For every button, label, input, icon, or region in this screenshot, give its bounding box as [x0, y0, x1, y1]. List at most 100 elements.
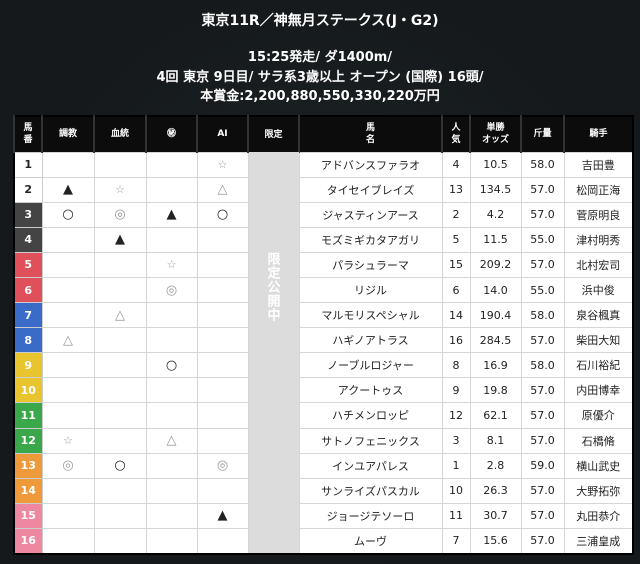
horse-number: 5	[13, 251, 43, 278]
table-row[interactable]: 12 ☆ △ サトノフェニックス 3 8.1 57.0 石橋脩	[13, 427, 634, 454]
empty-mark-bloodline	[93, 477, 147, 504]
empty-mark-secret	[145, 377, 198, 404]
empty-mark-training	[41, 151, 95, 178]
win-odds: 8.1	[469, 427, 522, 454]
empty-mark-bloodline	[93, 251, 147, 278]
empty-mark-secret	[145, 302, 198, 329]
table-row[interactable]: 15 ▲ ジョージテソーロ 11 30.7 57.0 丸田恭介	[13, 502, 634, 529]
empty-mark-bloodline	[93, 427, 147, 454]
popularity: 14	[441, 302, 471, 329]
table-row[interactable]: 11 ハチメンロッピ 12 62.1 57.0 原優介	[13, 402, 634, 429]
horse-number: 7	[13, 302, 43, 329]
empty-mark-ai	[196, 402, 249, 429]
jockey-name: 内田博幸	[563, 377, 634, 404]
popularity: 1	[441, 452, 471, 479]
table-row[interactable]: 5 ☆ パラシュラーマ 15 209.2 57.0 北村宏司	[13, 251, 634, 278]
triangle-icon-secret: △	[145, 427, 198, 454]
win-odds: 30.7	[469, 502, 522, 529]
empty-mark-ai	[196, 226, 249, 253]
table-row[interactable]: 10 アクートゥス 9 19.8 57.0 内田博幸	[13, 377, 634, 404]
popularity: 13	[441, 176, 471, 203]
table-row[interactable]: 4 ▲ モズミギカタアガリ 5 11.5 55.0 津村明秀	[13, 226, 634, 253]
race-prize: 本賞金:2,200,880,550,330,220万円	[200, 89, 440, 104]
win-odds: 14.0	[469, 276, 522, 304]
header-training: 調教	[41, 116, 94, 152]
win-odds: 10.5	[469, 151, 522, 178]
carried-weight: 58.0	[520, 352, 565, 379]
table-row[interactable]: 6 ◎ リジル 6 14.0 55.0 浜中俊	[13, 276, 634, 304]
empty-mark-ai	[196, 302, 249, 329]
horse-number: 6	[13, 276, 43, 304]
race-title: 東京11R／神無月ステークス(J・G2)	[201, 13, 439, 29]
double-circle-icon-bloodline: ◎	[93, 201, 147, 228]
entry-table: 馬 番調教 血統㊙ AI 限定馬 名人 気単勝 オッズ 斤量 騎手 1 ☆ 限定公開中 アドバン…	[13, 115, 634, 555]
empty-mark-training	[41, 502, 95, 529]
horse-name: ムーヴ	[298, 527, 443, 555]
win-odds: 4.2	[469, 201, 522, 228]
jockey-name: 北村宏司	[563, 251, 634, 278]
horse-name: インユアパレス	[298, 452, 443, 479]
jockey-name: 柴田大知	[563, 327, 634, 354]
jockey-name: 原優介	[563, 402, 634, 429]
horse-number: 3	[13, 201, 43, 228]
carried-weight: 59.0	[520, 452, 565, 479]
table-row[interactable]: 8 △ ハギノアトラス 16 284.5 57.0 柴田大知	[13, 327, 634, 354]
jockey-name: 横山武史	[563, 452, 634, 479]
empty-mark-bloodline	[93, 377, 147, 404]
empty-mark-secret	[145, 226, 198, 253]
table-row[interactable]: 13 ◎ ○ ◎ インユアパレス 1 2.8 59.0 横山武史	[13, 452, 634, 479]
carried-weight: 57.0	[520, 176, 565, 203]
win-odds: 2.8	[469, 452, 522, 479]
empty-mark-training	[41, 477, 95, 504]
triangle-icon-ai: △	[196, 176, 249, 203]
horse-number: 2	[13, 176, 43, 203]
star-icon-secret: ☆	[145, 251, 198, 278]
win-odds: 209.2	[469, 251, 522, 278]
empty-mark-training	[41, 377, 95, 404]
table-row[interactable]: 16 ムーヴ 7 15.6 57.0 三浦皇成	[13, 527, 634, 555]
empty-mark-bloodline	[93, 352, 147, 379]
jockey-name: 丸田恭介	[563, 502, 634, 529]
jockey-name: 石川裕紀	[563, 352, 634, 379]
carried-weight: 57.0	[520, 251, 565, 278]
horse-name: アドバンスファラオ	[298, 151, 443, 178]
win-odds: 190.4	[469, 302, 522, 329]
jockey-name: 浜中俊	[563, 276, 634, 304]
circle-icon-ai: ○	[196, 201, 249, 228]
carried-weight: 57.0	[520, 502, 565, 529]
win-odds: 284.5	[469, 327, 522, 354]
carried-weight: 57.0	[520, 527, 565, 555]
popularity: 15	[441, 251, 471, 278]
popularity: 2	[441, 201, 471, 228]
win-odds: 26.3	[469, 477, 522, 504]
header-secret: ㊙	[145, 116, 197, 152]
jockey-name: 菅原明良	[563, 201, 634, 228]
empty-mark-training	[41, 527, 95, 555]
empty-mark-secret	[145, 527, 198, 555]
table-row[interactable]: 7 △ マルモリスペシャル 14 190.4 58.0 泉谷楓真	[13, 302, 634, 329]
empty-mark-training	[41, 226, 95, 253]
popularity: 8	[441, 352, 471, 379]
limited-column[interactable]: 限定公開中	[247, 152, 300, 554]
win-odds: 19.8	[469, 377, 522, 404]
horse-name: サンライズパスカル	[298, 477, 443, 504]
double-circle-icon-training: ◎	[41, 452, 95, 479]
race-time-distance: 15:25発走/ ダ1400m/	[247, 50, 393, 65]
table-row[interactable]: 9 ○ ノーブルロジャー 8 16.9 58.0 石川裕紀	[13, 352, 634, 379]
horse-number: 16	[13, 527, 43, 555]
table-row[interactable]: 3 ○ ◎ ▲ ○ ジャスティンアース 2 4.2 57.0 菅原明良	[13, 201, 634, 228]
circle-icon-secret: ○	[145, 352, 198, 379]
empty-mark-bloodline	[93, 402, 147, 429]
carried-weight: 58.0	[520, 302, 565, 329]
filled-triangle-icon-ai: ▲	[196, 502, 249, 529]
table-row[interactable]: 14 サンライズパスカル 10 26.3 57.0 大野拓弥	[13, 477, 634, 504]
empty-mark-secret	[145, 151, 198, 178]
jockey-name: 泉谷楓真	[563, 302, 634, 329]
circle-icon-bloodline: ○	[93, 452, 147, 479]
header-odds: 単勝 オッズ	[469, 116, 521, 152]
empty-mark-bloodline	[93, 276, 147, 304]
empty-mark-training	[41, 402, 95, 429]
empty-mark-ai	[196, 527, 249, 555]
table-row[interactable]: 1 ☆ 限定公開中 アドバンスファラオ 4 10.5 58.0 吉田豊	[13, 151, 634, 554]
table-row[interactable]: 2 ▲ ☆ △ タイセイブレイズ 13 134.5 57.0 松岡正海	[13, 176, 634, 203]
